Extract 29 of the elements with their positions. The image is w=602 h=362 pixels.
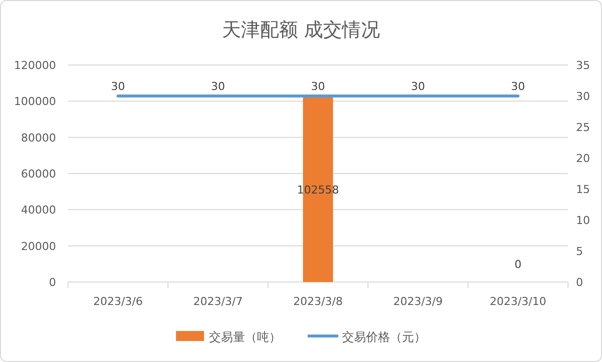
chart-title: 天津配额 成交情况 <box>222 19 380 41</box>
y2-tick-label: 15 <box>576 183 590 196</box>
x-tick-label: 2023/3/8 <box>293 295 343 308</box>
x-tick-label: 2023/3/10 <box>490 295 546 308</box>
legend-label: 交易价格（元） <box>342 330 426 344</box>
data-label: 30 <box>411 80 425 93</box>
data-label: 0 <box>514 258 522 271</box>
y2-tick-label: 5 <box>576 245 583 258</box>
data-label: 30 <box>511 80 525 93</box>
y2-tick-label: 20 <box>576 152 590 165</box>
legend-label: 交易量（吨） <box>209 330 281 344</box>
y-tick-label: 40000 <box>21 204 56 217</box>
x-tick-label: 2023/3/6 <box>93 295 143 308</box>
data-label: 30 <box>311 80 325 93</box>
y2-tick-label: 10 <box>576 214 590 227</box>
y-tick-label: 20000 <box>21 240 56 253</box>
y-tick-label: 100000 <box>14 95 56 108</box>
x-tick-label: 2023/3/9 <box>393 295 443 308</box>
data-label: 30 <box>111 80 125 93</box>
y2-tick-label: 30 <box>576 90 590 103</box>
y-tick-label: 120000 <box>14 59 56 72</box>
y-tick-label: 60000 <box>21 168 56 180</box>
y-tick-label: 80000 <box>21 131 56 144</box>
y2-tick-label: 0 <box>576 276 583 289</box>
y-tick-label: 0 <box>49 276 56 289</box>
y2-tick-label: 25 <box>576 121 590 134</box>
data-label: 30 <box>211 80 225 93</box>
y2-tick-label: 35 <box>576 59 590 72</box>
x-tick-label: 2023/3/7 <box>193 295 243 308</box>
